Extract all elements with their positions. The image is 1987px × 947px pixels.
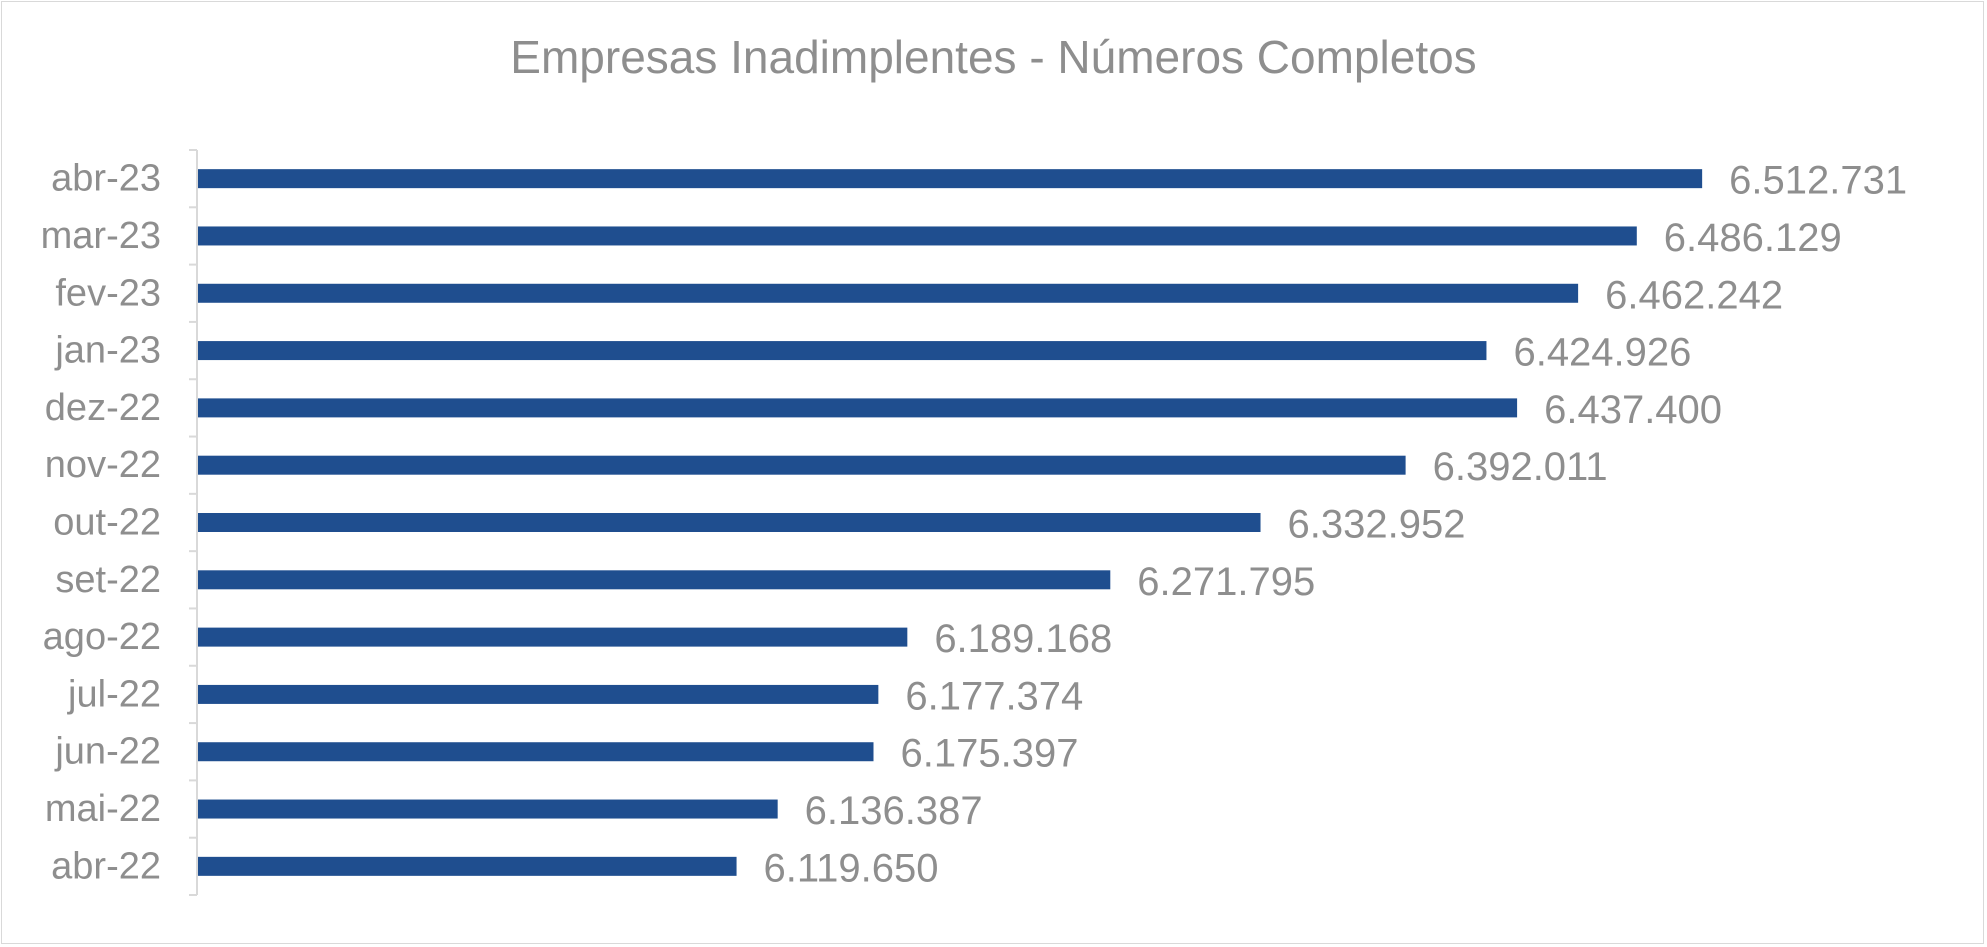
category-label: out-22	[53, 502, 161, 544]
bar	[198, 856, 737, 876]
category-label: ago-22	[43, 616, 161, 658]
bar	[198, 283, 1579, 303]
bar	[198, 627, 908, 647]
category-label: dez-22	[45, 387, 161, 429]
category-label: set-22	[55, 559, 161, 601]
category-label: abr-23	[51, 158, 161, 200]
bar	[198, 513, 1261, 532]
category-label: jun-22	[54, 731, 161, 773]
data-label: 6.175.397	[900, 732, 1078, 776]
axis-layer	[189, 149, 198, 896]
bar	[198, 226, 1637, 246]
data-label: 6.119.650	[764, 846, 939, 890]
chart-title: Empresas Inadimplentes - Números Complet…	[510, 31, 1477, 83]
bars-layer	[198, 169, 1703, 876]
category-label: abr-22	[51, 845, 161, 887]
category-label: nov-22	[45, 444, 161, 486]
bar	[198, 742, 874, 762]
bar	[198, 169, 1703, 189]
data-label: 6.486.129	[1664, 216, 1842, 260]
category-label: mar-23	[41, 215, 161, 257]
bar	[198, 684, 879, 704]
bar	[198, 570, 1111, 590]
data-label: 6.332.952	[1288, 503, 1466, 547]
category-label: fev-23	[55, 272, 161, 314]
bar	[198, 341, 1487, 361]
data-label: 6.424.926	[1513, 331, 1691, 375]
data-label: 6.136.387	[805, 789, 983, 833]
data-label: 6.177.374	[905, 674, 1083, 718]
bar	[198, 799, 778, 819]
data-label: 6.189.168	[934, 617, 1112, 661]
labels-layer: abr-23 6.512.731 mar-23 6.486.129 fev-23 6.46…	[41, 158, 1907, 891]
bar	[198, 455, 1406, 475]
category-label: jul-22	[67, 673, 161, 715]
data-label: 6.462.242	[1605, 273, 1783, 317]
data-label: 6.271.795	[1137, 560, 1315, 604]
bar	[198, 398, 1518, 418]
data-label: 6.437.400	[1544, 388, 1722, 432]
category-label: jan-23	[54, 330, 161, 372]
data-label: 6.512.731	[1729, 159, 1907, 203]
data-label: 6.392.011	[1433, 445, 1608, 489]
category-label: mai-22	[45, 788, 161, 830]
